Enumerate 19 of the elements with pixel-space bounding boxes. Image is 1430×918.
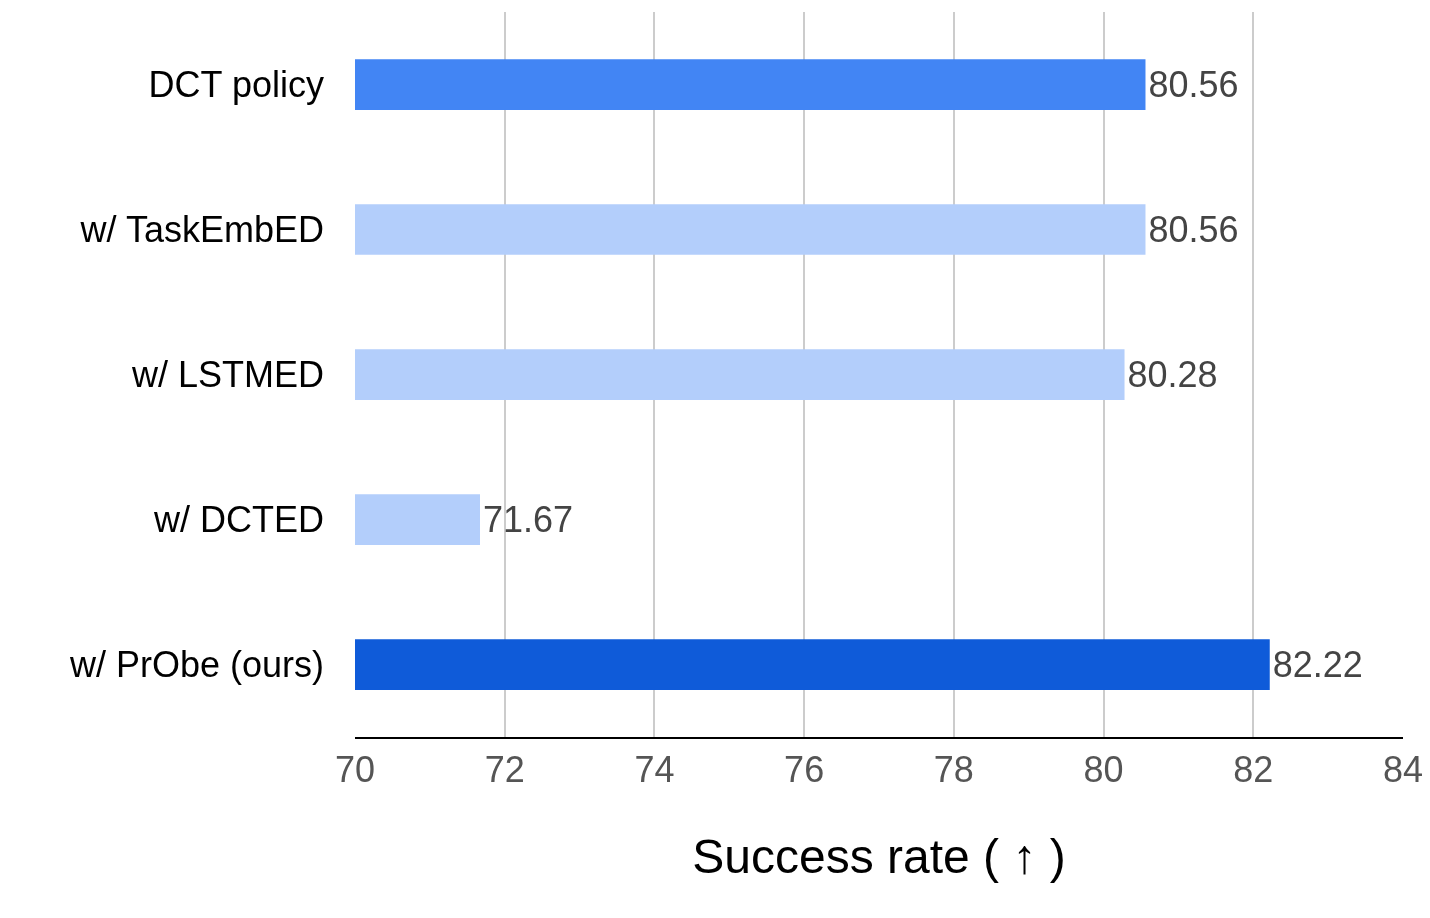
x-tick-label: 70 bbox=[334, 749, 376, 791]
y-tick-label: DCT policy bbox=[148, 64, 324, 106]
x-axis-title: Success rate ( ↑ ) bbox=[692, 829, 1066, 883]
data-label: 80.56 bbox=[1148, 64, 1239, 105]
x-tick-label: 74 bbox=[634, 749, 675, 791]
y-tick-label: w/ LSTMED bbox=[130, 354, 324, 396]
x-tick-label: 76 bbox=[784, 749, 825, 791]
data-label: 80.28 bbox=[1127, 354, 1218, 396]
x-tick-label: 84 bbox=[1382, 749, 1424, 791]
y-tick-label: w/ TaskEmbED bbox=[79, 209, 324, 251]
y-tick-label: w/ PrObe (ours) bbox=[68, 644, 324, 686]
y-tick-label: w/ DCTED bbox=[153, 499, 324, 541]
x-tick-label: 80 bbox=[1083, 749, 1124, 791]
x-tick-label: 82 bbox=[1233, 749, 1274, 791]
data-label: 82.22 bbox=[1272, 644, 1363, 686]
x-tick-label: 72 bbox=[484, 749, 525, 791]
data-label: 71.67 bbox=[483, 499, 574, 541]
x-tick-label: 78 bbox=[933, 749, 974, 791]
data-label: 80.56 bbox=[1148, 209, 1239, 250]
